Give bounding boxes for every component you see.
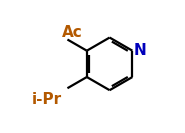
Text: i-Pr: i-Pr (32, 92, 62, 107)
Text: N: N (134, 43, 147, 58)
Text: Ac: Ac (62, 25, 83, 40)
